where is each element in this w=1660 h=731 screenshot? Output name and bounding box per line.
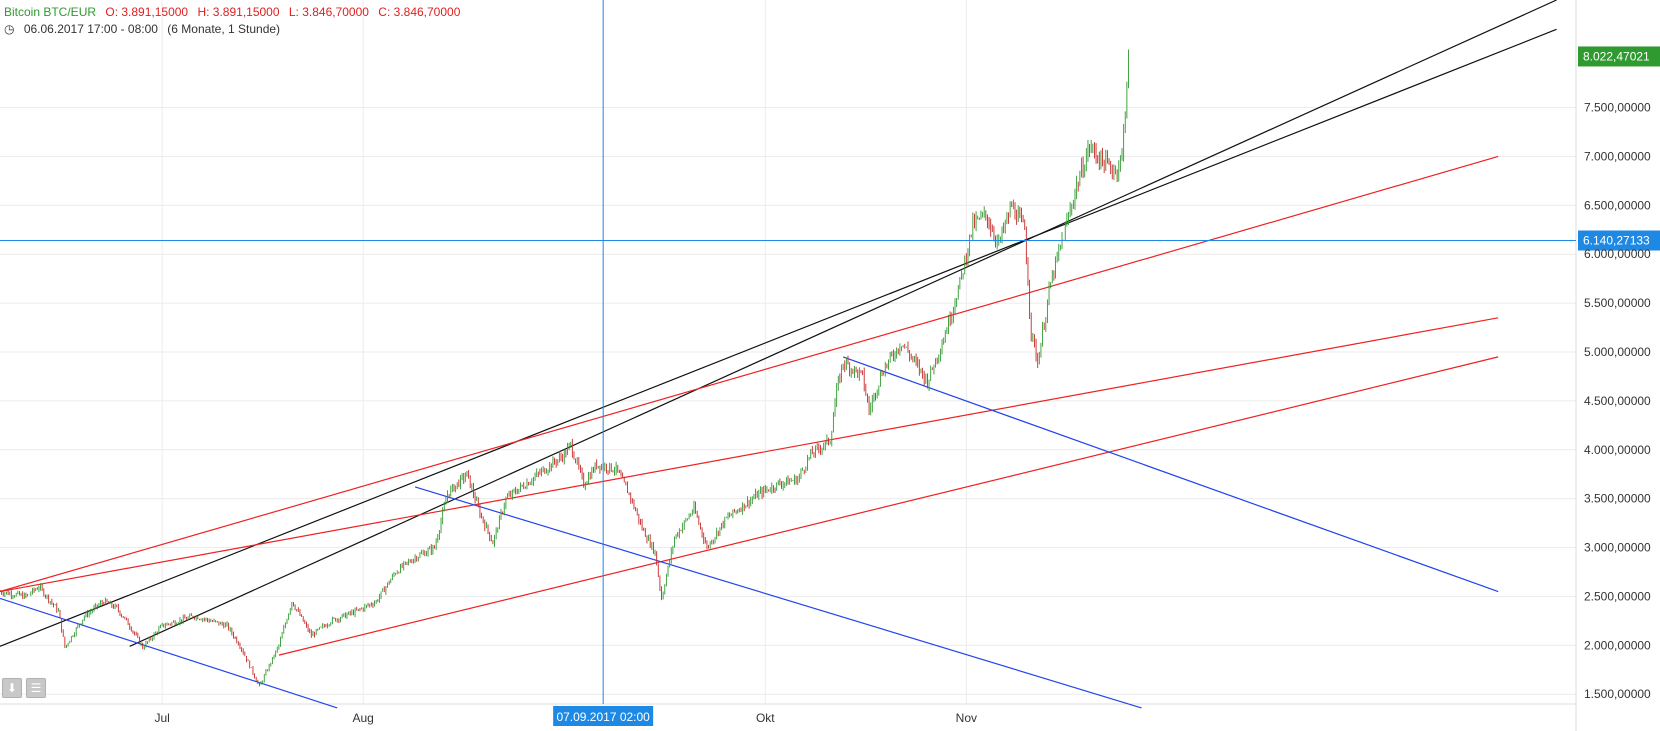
grid-lines: [0, 0, 1576, 704]
crosshair-date-label: 07.09.2017 02:00: [556, 710, 650, 724]
trendline-black-1[interactable]: [129, 0, 1557, 647]
range-label: 06.06.2017 17:00 - 08:00: [23, 22, 158, 36]
trendline-red-4[interactable]: [278, 356, 1499, 656]
x-tick-label: Nov: [956, 711, 977, 725]
y-tick-label: 5.000,00000: [1584, 345, 1651, 359]
y-tick-label: 2.000,00000: [1584, 638, 1651, 652]
chart-header: Bitcoin BTC/EUR O: 3.891,15000 H: 3.891,…: [4, 5, 466, 19]
y-tick-label: 7.500,00000: [1584, 101, 1651, 115]
last-price-box: [1578, 46, 1660, 67]
y-tick-label: 3.500,00000: [1584, 492, 1651, 506]
y-tick-label: 2.500,00000: [1584, 589, 1651, 603]
y-tick-label: 7.000,00000: [1584, 149, 1651, 163]
open-label: O: 3.891,15000: [105, 5, 189, 19]
y-tick-label: 4.000,00000: [1584, 443, 1651, 457]
y-tick-label: 6.500,00000: [1584, 198, 1651, 212]
last-price-label: 8.022,47021: [1583, 49, 1650, 63]
range-header: ◷ 06.06.2017 17:00 - 08:00 (6 Monate, 1 …: [4, 22, 286, 36]
high-label: H: 3.891,15000: [197, 5, 280, 19]
x-tick-label: Jul: [154, 711, 169, 725]
settings-button[interactable]: ☰: [26, 678, 46, 698]
period-label: (6 Monate, 1 Stunde): [167, 22, 281, 36]
y-tick-label: 4.500,00000: [1584, 394, 1651, 408]
axis-labels: 1.500,00000 2.000,00000 2.500,00000 3.000,0…: [154, 101, 1651, 725]
trendline-blue-7[interactable]: [842, 356, 1499, 593]
y-tick-label: 3.000,00000: [1584, 541, 1651, 555]
settings-icon: ☰: [30, 681, 42, 695]
crosshair-price-box: [1578, 230, 1660, 251]
y-tick-label: 5.500,00000: [1584, 296, 1651, 310]
low-label: L: 3.846,70000: [288, 5, 369, 19]
close-label: C: 3.846,70000: [378, 5, 461, 19]
trendline-red-3[interactable]: [0, 317, 1499, 593]
crosshair-date-box: [553, 706, 654, 726]
y-tick-label: 6.000,00000: [1584, 247, 1651, 261]
crosshair-price-label: 6.140,27133: [1583, 234, 1650, 248]
x-tick-label: Okt: [756, 711, 775, 725]
x-tick-label: Aug: [353, 711, 374, 725]
download-icon: ⬇: [6, 681, 18, 695]
y-tick-label: 1.500,00000: [1584, 687, 1651, 701]
candles: [0, 49, 1129, 687]
trendline-blue-6[interactable]: [414, 486, 1142, 709]
clock-icon: ◷: [4, 22, 15, 36]
trendline-black-0[interactable]: [0, 28, 1557, 647]
download-button[interactable]: ⬇: [2, 678, 22, 698]
trendline-blue-5[interactable]: [0, 597, 338, 709]
symbol-label: Bitcoin BTC/EUR: [4, 5, 97, 19]
trendlines[interactable]: [0, 0, 1557, 709]
trendline-red-2[interactable]: [0, 155, 1499, 593]
